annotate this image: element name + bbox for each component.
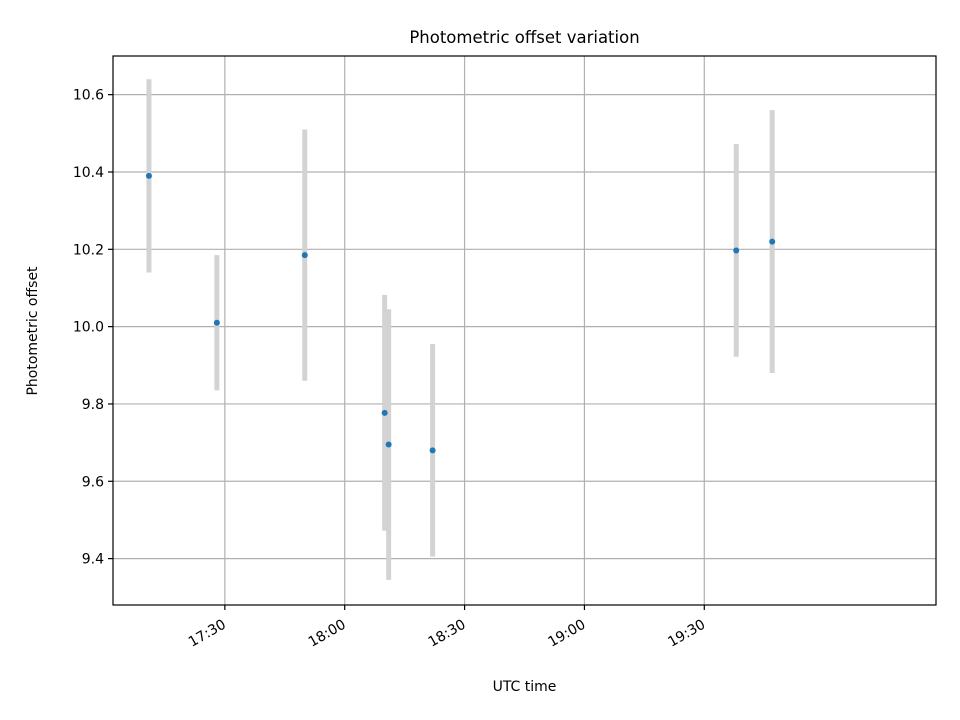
grid — [113, 56, 936, 605]
y-tick-label: 9.4 — [82, 552, 104, 568]
chart-title: Photometric offset variation — [409, 28, 639, 47]
y-axis-ticks: 9.4 9.6 9.8 10.0 10.2 10.4 10.6 — [73, 88, 113, 568]
y-tick-label: 10.0 — [73, 320, 104, 336]
data-points — [145, 172, 776, 454]
y-axis-label: Photometric offset — [25, 266, 41, 396]
y-tick-label: 10.2 — [73, 242, 104, 258]
y-tick-label: 10.6 — [73, 88, 104, 104]
data-point — [385, 441, 392, 448]
data-point — [769, 238, 776, 245]
x-axis-label: UTC time — [493, 679, 557, 695]
y-tick-label: 9.8 — [82, 397, 104, 413]
data-point — [213, 319, 220, 326]
y-tick-label: 9.6 — [82, 474, 104, 490]
data-point — [733, 247, 740, 254]
data-point — [301, 252, 308, 259]
data-point — [381, 409, 388, 416]
data-point — [429, 447, 436, 454]
plot-frame — [112, 55, 937, 606]
data-point — [145, 172, 152, 179]
y-tick-label: 10.4 — [73, 165, 104, 181]
